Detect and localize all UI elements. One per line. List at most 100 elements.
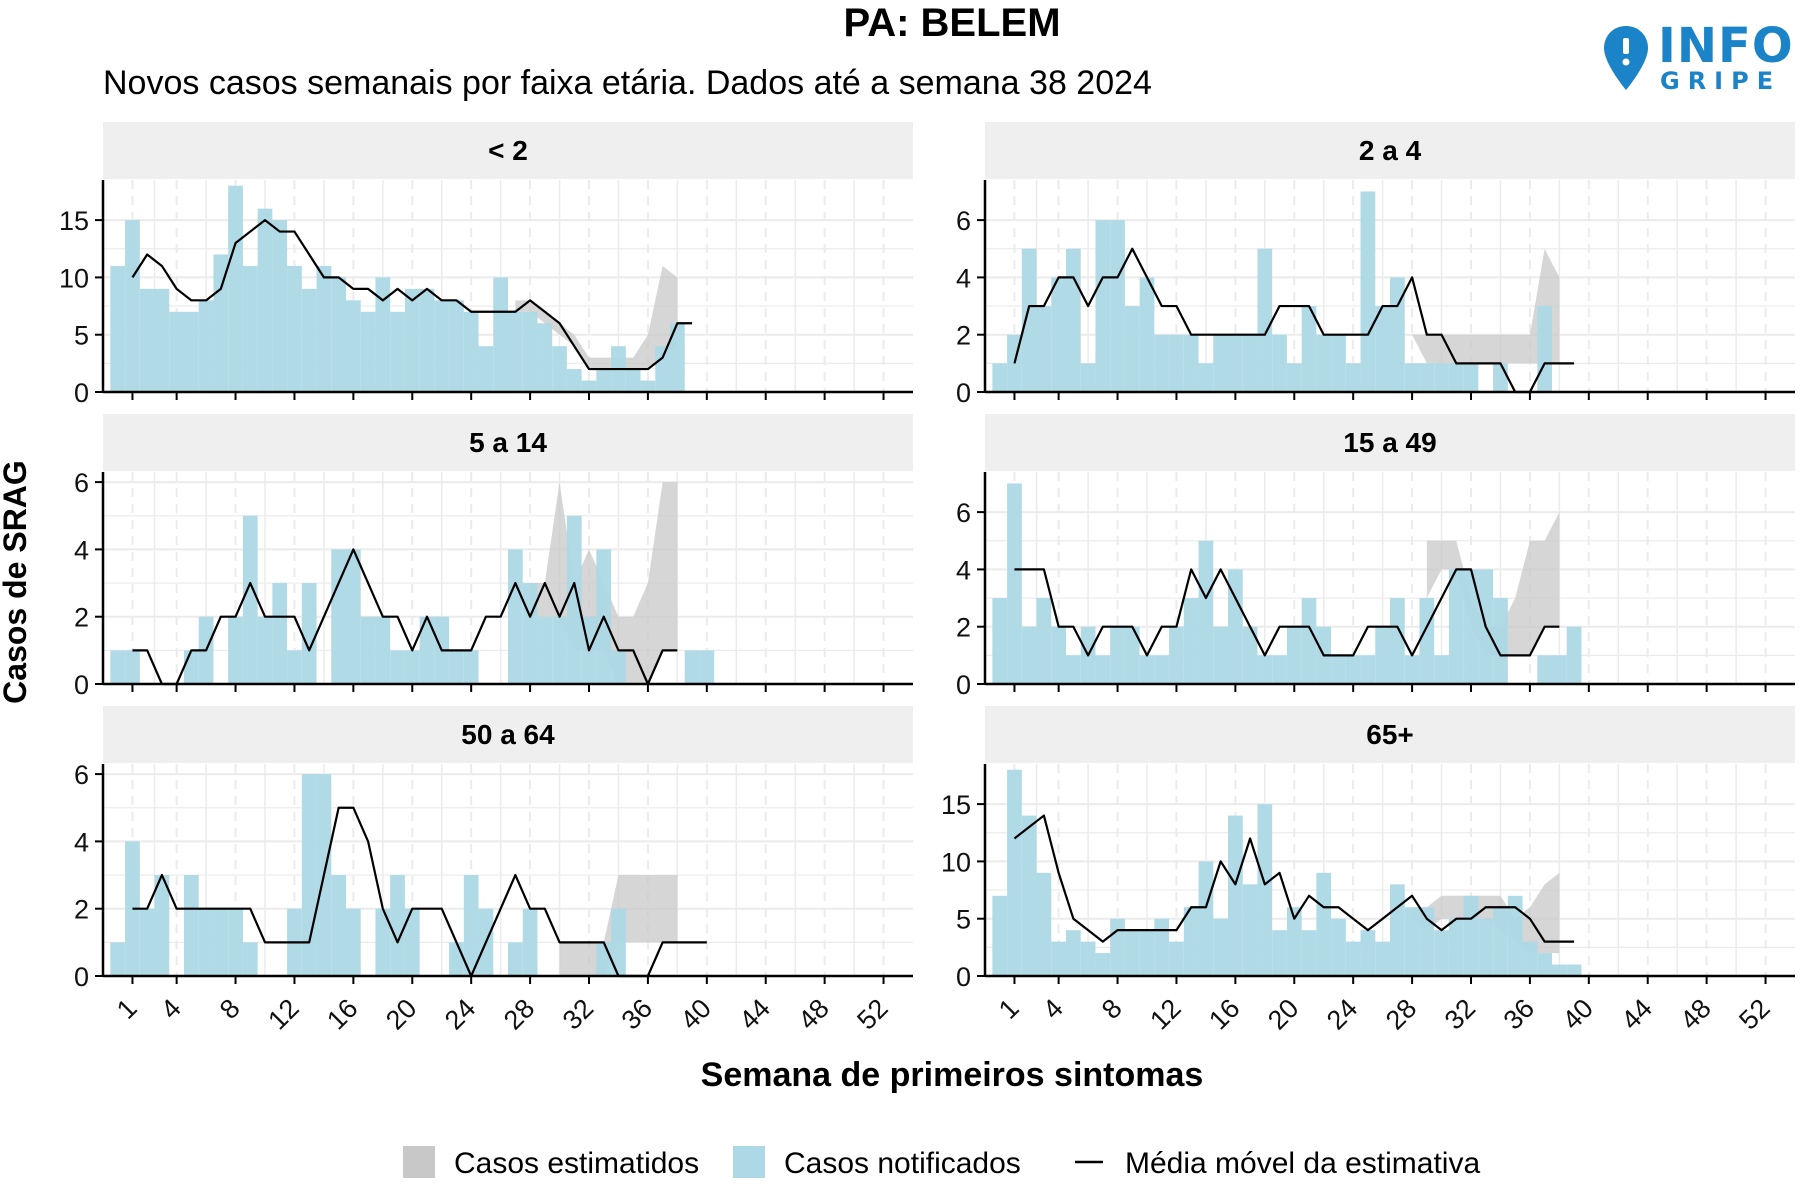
y-tick-label: 4 [956, 263, 971, 293]
facet-strip [985, 414, 1795, 471]
bar-notified [139, 288, 155, 392]
bar-notified [287, 265, 302, 392]
bar-notified [449, 650, 464, 684]
bar-notified [1169, 334, 1184, 392]
bar-notified [1169, 941, 1184, 976]
bar-notified [1257, 248, 1273, 392]
legend: Casos estimatidos Casos notificados Médi… [403, 1146, 1480, 1180]
y-tick-label: 2 [74, 603, 89, 633]
bar-notified [552, 346, 567, 392]
bar-notified [1345, 655, 1361, 684]
bar-notified [1183, 907, 1199, 976]
bar-notified [1390, 598, 1405, 684]
bar-notified [1154, 918, 1170, 976]
facet-strip [985, 706, 1795, 763]
bar-notified [1301, 306, 1317, 392]
bar-notified [1228, 334, 1243, 392]
bar-notified [1198, 540, 1214, 684]
bar-notified [1066, 655, 1081, 684]
moving-average-line [1014, 568, 1560, 657]
x-tick-label: 1 [993, 993, 1025, 1025]
bar-notified [1213, 918, 1228, 976]
bar-notified [992, 363, 1008, 392]
map-pin-icon [1604, 26, 1648, 90]
bar-notified [1463, 363, 1479, 392]
bar-notified [625, 369, 641, 392]
bar-notified [1228, 569, 1243, 684]
x-tick-label: 44 [734, 993, 776, 1035]
x-tick-label: 12 [1144, 993, 1186, 1035]
bar-notified [1493, 598, 1508, 684]
bar-notified [419, 288, 435, 392]
bar-notified [1448, 363, 1464, 392]
y-tick-label: 6 [74, 468, 89, 498]
bar-notified [1021, 815, 1037, 976]
bar-notified [1345, 941, 1361, 976]
bar-notified [463, 311, 479, 392]
bar-notified [1434, 363, 1449, 392]
bar-notified [1434, 930, 1449, 976]
bar-notified [522, 583, 538, 684]
bar-notified [375, 616, 391, 684]
facet-strip-label: 15 a 49 [1343, 427, 1436, 458]
x-tick-label: 1 [111, 993, 143, 1025]
bar-notified [1154, 655, 1170, 684]
moving-average-line [1013, 247, 1575, 394]
chart-subtitle: Novos casos semanais por faixa etária. D… [103, 64, 1152, 102]
estimate-band [515, 265, 678, 370]
bar-notified [404, 288, 420, 392]
bar-notified [1301, 598, 1317, 684]
bar-notified [566, 369, 582, 392]
x-tick-label: 8 [1096, 993, 1128, 1025]
bar-notified [1507, 895, 1523, 976]
bar-notified [110, 650, 126, 684]
facet-panel: 2 a 4 0 2 4 6 [956, 122, 1795, 408]
x-tick-label: 40 [675, 993, 717, 1035]
bar-notified [1345, 363, 1361, 392]
bar-notified [242, 515, 258, 684]
bar-notified [508, 549, 523, 684]
y-tick-label: 4 [956, 555, 971, 585]
bar-notified [1552, 655, 1567, 684]
x-tick-label: 32 [557, 993, 599, 1035]
bar-notified [1124, 930, 1140, 976]
bar-notified [1493, 363, 1508, 392]
facet-strip [103, 706, 913, 763]
y-tick-label: 0 [956, 378, 971, 408]
bar-notified [301, 288, 317, 392]
y-tick-label: 6 [956, 498, 971, 528]
bar-notified [169, 311, 184, 392]
bar-notified [463, 650, 479, 684]
bar-notified [1331, 918, 1346, 976]
bar-notified [287, 650, 302, 684]
bar-notified [346, 908, 361, 976]
x-tick-label: 28 [1380, 993, 1422, 1035]
bar-notified [390, 650, 405, 684]
moving-average-line [132, 806, 707, 978]
bar-notified [992, 598, 1008, 684]
bar-notified [184, 650, 199, 684]
legend-swatch-estimated [403, 1146, 435, 1178]
y-tick-label: 6 [74, 760, 89, 790]
bar-notified [228, 616, 243, 684]
bar-notified [213, 908, 229, 976]
bar-notified [1213, 334, 1228, 392]
legend-label-notified: Casos notificados [784, 1147, 1021, 1180]
x-tick-label: 48 [1674, 993, 1716, 1035]
bar-notified [1286, 363, 1302, 392]
moving-average-line [1013, 814, 1575, 943]
bar-notified [1331, 334, 1346, 392]
bar-notified [154, 875, 170, 976]
bar-notified [1036, 306, 1052, 392]
y-tick-label: 10 [941, 847, 971, 877]
bar-notified [242, 942, 258, 976]
y-tick-label: 0 [74, 962, 89, 992]
bar-notified [404, 908, 420, 976]
infogripe-logo: INFO GRIPE [1602, 20, 1793, 96]
bar-notified [1537, 953, 1552, 976]
y-tick-label: 4 [74, 535, 89, 565]
bar-notified [1051, 277, 1066, 392]
bar-notified [1036, 872, 1052, 976]
x-tick-label: 52 [851, 993, 893, 1035]
